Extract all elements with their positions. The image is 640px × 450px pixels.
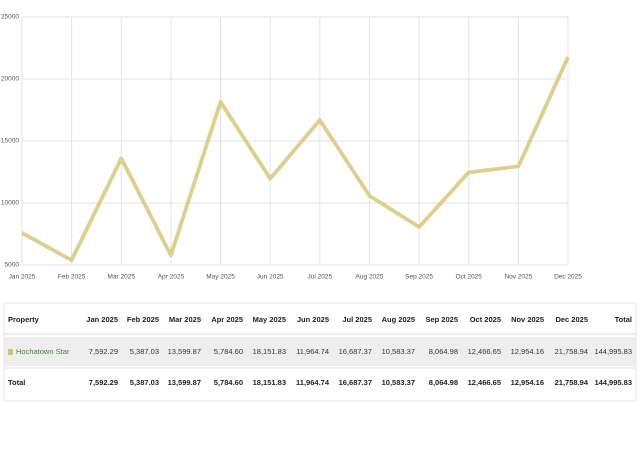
y-tick-label: 25000: [1, 14, 19, 21]
cell: Oct 2025: [470, 315, 501, 324]
cell: Feb 2025: [127, 315, 159, 324]
line-shadow: [21, 56, 570, 263]
x-tick-label: Aug 2025: [356, 274, 384, 281]
y-tick-label: 20000: [1, 76, 19, 83]
x-tick-label: Jul 2025: [308, 274, 333, 281]
x-tick-label: Jan 2025: [9, 274, 36, 281]
cell: Jun 2025: [297, 315, 329, 324]
cell: 10,583.37: [382, 378, 415, 387]
cell: 7,592.29: [89, 347, 118, 356]
cell: 16,687.37: [339, 347, 372, 356]
cell: 5,387.03: [130, 378, 159, 387]
cell: 5,387.03: [130, 347, 159, 356]
cell: 12,466.65: [468, 378, 501, 387]
x-tick-label: May 2025: [206, 274, 235, 281]
x-tick-label: Mar 2025: [108, 274, 136, 281]
cell: 11,964.74: [296, 347, 329, 356]
cell: 7,592.29: [89, 378, 118, 387]
table: Property Jan 2025 Feb 2025 Mar 2025 Apr 2025…: [8, 315, 632, 387]
property-link[interactable]: Hochatown Star: [16, 347, 70, 356]
cell: 13,599.87: [168, 347, 201, 356]
x-tick-label: Feb 2025: [58, 274, 86, 281]
cell: Aug 2025: [382, 315, 415, 324]
row-background: [4, 337, 636, 366]
property-icon: [8, 349, 13, 355]
cell: Property: [8, 315, 40, 324]
x-tick-label: Sep 2025: [405, 274, 433, 281]
x-tick-label: Oct 2025: [456, 274, 483, 281]
cell: 18,151.83: [253, 347, 286, 356]
cell: 144,995.83: [594, 378, 632, 387]
cell: 13,599.87: [168, 378, 201, 387]
y-tick-label: 15000: [1, 138, 19, 145]
cell: 21,758.94: [555, 378, 589, 387]
cell: 5,784.60: [214, 347, 243, 356]
cell: Dec 2025: [555, 315, 588, 324]
cell: 18,151.83: [253, 378, 286, 387]
cell: Nov 2025: [511, 315, 544, 324]
cell: 144,995.83: [594, 347, 632, 356]
cell: 21,758.94: [555, 347, 588, 356]
cell: 10,583.37: [382, 347, 415, 356]
x-tick-label: Nov 2025: [504, 274, 532, 281]
cell: 11,964.74: [296, 378, 330, 387]
cell: Total: [615, 315, 632, 324]
cell: Jul 2025: [342, 315, 372, 324]
cell: May 2025: [253, 315, 286, 324]
cell: 8,064.98: [429, 347, 458, 356]
cell: 12,954.16: [511, 378, 544, 387]
cell: Apr 2025: [211, 315, 243, 324]
y-tick-label: 10000: [1, 200, 19, 207]
cell: 12,954.16: [511, 347, 544, 356]
cell: Mar 2025: [169, 315, 201, 324]
cell: 16,687.37: [339, 378, 372, 387]
cell: 8,064.98: [429, 378, 458, 387]
y-tick-label: 5000: [5, 262, 20, 269]
cell: Total: [8, 378, 25, 387]
cell: Sep 2025: [425, 315, 458, 324]
x-tick-label: Dec 2025: [554, 274, 582, 281]
cell: Jan 2025: [86, 315, 118, 324]
cell: 5,784.60: [214, 378, 243, 387]
cell: 12,466.65: [468, 347, 501, 356]
x-tick-label: Apr 2025: [158, 274, 185, 281]
line: [21, 56, 570, 262]
x-tick-label: Jun 2025: [257, 274, 284, 281]
chart: 5000 10000 15000 20000 25000 Jan 2025 Feb 2025…: [1, 14, 582, 281]
